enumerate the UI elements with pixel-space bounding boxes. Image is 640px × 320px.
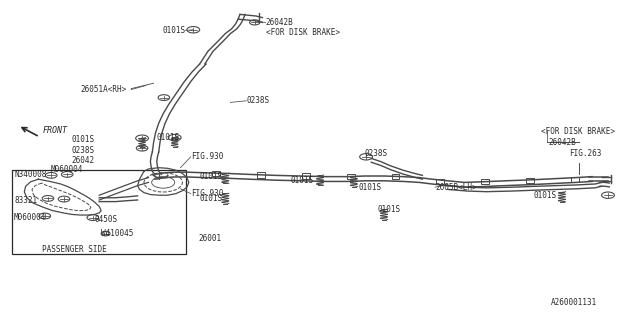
Bar xyxy=(212,171,220,176)
Text: 0101S: 0101S xyxy=(72,135,95,144)
Bar xyxy=(302,173,310,179)
Text: 2605B<LH>: 2605B<LH> xyxy=(435,183,477,192)
Bar xyxy=(12,170,186,254)
Text: 0101S: 0101S xyxy=(200,172,223,180)
Text: M060004: M060004 xyxy=(51,165,83,174)
Bar xyxy=(526,178,534,183)
Bar xyxy=(571,177,579,182)
Text: 0101S: 0101S xyxy=(534,191,557,200)
Text: 26001: 26001 xyxy=(198,234,221,243)
Text: 0450S: 0450S xyxy=(95,215,118,224)
Text: 26042: 26042 xyxy=(72,156,95,164)
Text: 83321: 83321 xyxy=(14,196,37,204)
Bar xyxy=(481,179,489,184)
Text: <FOR DISK BRAKE>: <FOR DISK BRAKE> xyxy=(541,127,615,136)
Text: FIG.263: FIG.263 xyxy=(570,149,602,158)
Text: 0238S: 0238S xyxy=(246,96,269,105)
Text: N340008: N340008 xyxy=(14,170,47,179)
Bar xyxy=(257,172,265,178)
Text: M060004: M060004 xyxy=(14,213,47,222)
Text: 0101S: 0101S xyxy=(163,26,186,35)
Text: 0101S: 0101S xyxy=(378,205,401,214)
Text: PASSENGER SIDE: PASSENGER SIDE xyxy=(42,245,106,254)
Bar xyxy=(347,174,355,179)
Text: FRONT: FRONT xyxy=(42,126,67,135)
Text: 26051A<RH>: 26051A<RH> xyxy=(81,85,127,94)
Text: 0238S: 0238S xyxy=(365,149,388,158)
Text: 0101S: 0101S xyxy=(358,183,381,192)
Text: 0101S: 0101S xyxy=(156,133,179,142)
Text: A260001131: A260001131 xyxy=(550,298,596,307)
Text: W410045: W410045 xyxy=(101,229,134,238)
Text: 26042B: 26042B xyxy=(548,138,576,147)
Text: FIG.930: FIG.930 xyxy=(191,152,223,161)
Text: 26042B: 26042B xyxy=(266,18,293,27)
Bar xyxy=(436,179,444,184)
Text: <FOR DISK BRAKE>: <FOR DISK BRAKE> xyxy=(266,28,340,36)
Text: 0238S: 0238S xyxy=(72,146,95,155)
Text: FIG.930: FIG.930 xyxy=(191,189,223,198)
Bar xyxy=(392,174,399,179)
Text: 0101S: 0101S xyxy=(200,194,223,203)
Text: 0101S: 0101S xyxy=(291,176,314,185)
